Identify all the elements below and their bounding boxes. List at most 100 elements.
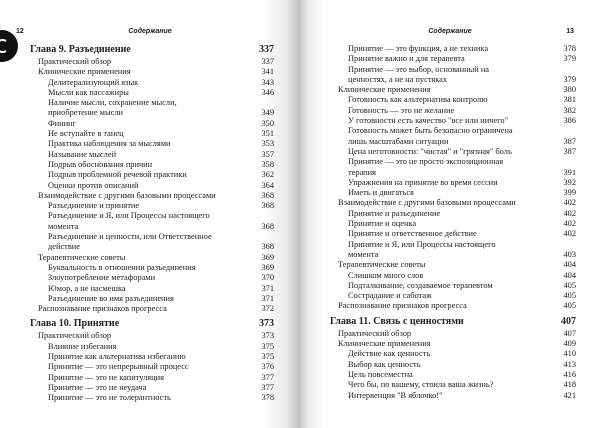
toc-entry: Цена неготовности: "чистая" и "грязная" … bbox=[330, 147, 576, 157]
toc-entry: Принятие — это функция, а не техника 378 bbox=[330, 44, 576, 54]
entry-page: 350 bbox=[261, 118, 274, 128]
toc-entry: Практический обзор 373 bbox=[30, 331, 274, 341]
toc-entry: Злоупотребление метафорами 370 bbox=[30, 273, 274, 283]
left-page: 12 Содержание Глава 9. Разъединение 337 Пр… bbox=[0, 0, 300, 428]
entry-page: 402 bbox=[563, 198, 576, 208]
entry-title: Принятие важно и для терапевта bbox=[348, 54, 465, 64]
toc-entry: Терапевтические советы 404 bbox=[330, 260, 576, 270]
entry-page: 418 bbox=[563, 380, 576, 390]
entry-page: 377 bbox=[261, 372, 274, 382]
back-button[interactable] bbox=[0, 30, 18, 62]
entry-page: 391 bbox=[563, 167, 576, 177]
toc-entry: Подрыв проблемной речевой практики 362 bbox=[30, 170, 274, 180]
entry-title: Практический обзор bbox=[338, 328, 412, 338]
entry-title: Готовность как альтернатива контролю bbox=[348, 95, 488, 105]
toc-entry: Принятие и оценка 402 bbox=[330, 219, 576, 229]
running-header: Содержание bbox=[128, 28, 172, 35]
entry-page: 357 bbox=[261, 149, 274, 159]
toc-entry: Разъединение во имя разъединения 371 bbox=[30, 294, 274, 304]
toc-entry: Клинические применения 380 bbox=[330, 85, 576, 95]
back-icon bbox=[0, 39, 7, 53]
page-number: 13 bbox=[566, 28, 574, 35]
entry-title: Практика наблюдения за мыслями bbox=[48, 139, 171, 149]
entry-page: 375 bbox=[261, 341, 274, 351]
entry-page: 404 bbox=[563, 260, 576, 270]
entry-title: Наличие мысли, сохранение мысли, приобре… bbox=[48, 98, 177, 118]
toc-entry: Чего бы, по вашему, стоила ваша жизнь? 41… bbox=[330, 380, 576, 390]
entry-title: Разъединение и принятие bbox=[48, 201, 140, 211]
entry-page: 346 bbox=[261, 87, 274, 97]
toc-entry: Глава 10. Принятие 373 bbox=[30, 318, 274, 330]
entry-title: Мысли как пассажиры bbox=[48, 87, 129, 97]
running-header: Содержание bbox=[428, 28, 472, 35]
toc-entry: Готовность как альтернатива контролю 381 bbox=[330, 95, 576, 105]
toc-entry: Буквальность в отношении разъединения 369 bbox=[30, 263, 274, 273]
entry-title: Принятие — это не толерантность bbox=[48, 393, 171, 403]
entry-page: 405 bbox=[563, 291, 576, 301]
entry-page: 370 bbox=[261, 273, 274, 283]
entry-page: 368 bbox=[261, 221, 274, 231]
entry-title: Разъединение и Я, или Процессы настоящег… bbox=[48, 211, 210, 231]
entry-title: Клинические применения bbox=[38, 67, 131, 77]
toc-entry: Разъединение и Я, или Процессы настоящег… bbox=[30, 211, 274, 232]
entry-page: 373 bbox=[261, 331, 274, 341]
page-number: 12 bbox=[16, 28, 24, 35]
entry-page: 399 bbox=[563, 188, 576, 198]
entry-page: 369 bbox=[261, 252, 274, 262]
entry-page: 402 bbox=[563, 208, 576, 218]
entry-page: 378 bbox=[261, 393, 274, 403]
entry-title: Делитерализующий язык bbox=[48, 77, 139, 87]
entry-page: 373 bbox=[259, 318, 274, 330]
entry-page: 409 bbox=[563, 339, 576, 349]
toc-entry: Сострадание и саботаж 405 bbox=[330, 291, 576, 301]
entry-page: 382 bbox=[563, 105, 576, 115]
entry-title: Юмор, а не насмешка bbox=[48, 283, 126, 293]
toc-entry: Взаимодействие с другими базовыми процес… bbox=[30, 191, 274, 201]
toc-entry: Терапевтические советы 369 bbox=[30, 253, 274, 263]
toc-entry: Оценки против описаний 364 bbox=[30, 181, 274, 191]
entry-title: Принятие — это функция, а не техника bbox=[348, 44, 489, 53]
entry-page: 375 bbox=[261, 352, 274, 362]
toc-entry: Клинические применения 409 bbox=[330, 339, 576, 349]
entry-title: Выбор как ценность bbox=[348, 359, 421, 369]
toc-list: Принятие — это функция, а не техника 378 П… bbox=[330, 44, 576, 401]
entry-title: Принятие — это не просто экспозиционная … bbox=[348, 157, 504, 177]
entry-title: Практический обзор bbox=[38, 57, 112, 66]
entry-page: 371 bbox=[261, 283, 274, 293]
entry-title: Оценки против описаний bbox=[48, 180, 139, 190]
entry-page: 364 bbox=[261, 180, 274, 190]
entry-title: Чего бы, по вашему, стоила ваша жизнь? bbox=[348, 380, 494, 390]
entry-title: Интервенция "В яблочко!" bbox=[348, 390, 443, 400]
entry-page: 343 bbox=[261, 77, 274, 87]
toc-entry: Практика наблюдения за мыслями 353 bbox=[30, 139, 274, 149]
entry-title: Не вступайте в танец bbox=[48, 129, 124, 139]
entry-page: 410 bbox=[563, 349, 576, 359]
entry-page: 362 bbox=[261, 170, 274, 180]
entry-title: Злоупотребление метафорами bbox=[48, 273, 156, 283]
toc-entry: Принятие — это выбор, основанный на ценн… bbox=[330, 65, 576, 86]
toc-entry: Юмор, а не насмешка 371 bbox=[30, 284, 274, 294]
entry-title: Принятие и Я, или Процессы настоящего мо… bbox=[348, 239, 496, 259]
entry-title: Принятие и разъединение bbox=[348, 208, 441, 218]
toc-entry: Подрыв обоснования причин 358 bbox=[30, 160, 274, 170]
toc-entry: Подталкивание, создаваемое терапевтом 405 bbox=[330, 281, 576, 291]
right-page: 13 Содержание Принятие — это функция, а … bbox=[300, 0, 600, 428]
entry-title: Взаимодействие с другими базовыми процес… bbox=[38, 190, 216, 200]
toc-entry: Принятие — это не просто экспозиционная … bbox=[330, 157, 576, 178]
entry-page: 405 bbox=[563, 280, 576, 290]
toc-entry: Иметь и двигаться 399 bbox=[330, 188, 576, 198]
entry-title: Цена неготовности: "чистая" и "грязная" … bbox=[348, 146, 512, 156]
entry-title: Принятие — это непрерывный процесс bbox=[48, 362, 189, 372]
entry-title: Называние мыслей bbox=[48, 149, 117, 159]
entry-page: 387 bbox=[563, 136, 576, 146]
toc-entry: Принятие — это непрерывный процесс 376 bbox=[30, 362, 274, 372]
toc-entry: Слишком много слов 404 bbox=[330, 271, 576, 281]
entry-title: Готовность может быть безопасно ограниче… bbox=[348, 126, 513, 146]
entry-page: 368 bbox=[261, 190, 274, 200]
entry-page: 377 bbox=[261, 382, 274, 392]
entry-page: 341 bbox=[261, 67, 274, 77]
toc-entry: Влияние избегания 375 bbox=[30, 342, 274, 352]
entry-page: 421 bbox=[563, 390, 576, 400]
toc-entry: Принятие — это не толерантность 378 bbox=[30, 393, 274, 403]
